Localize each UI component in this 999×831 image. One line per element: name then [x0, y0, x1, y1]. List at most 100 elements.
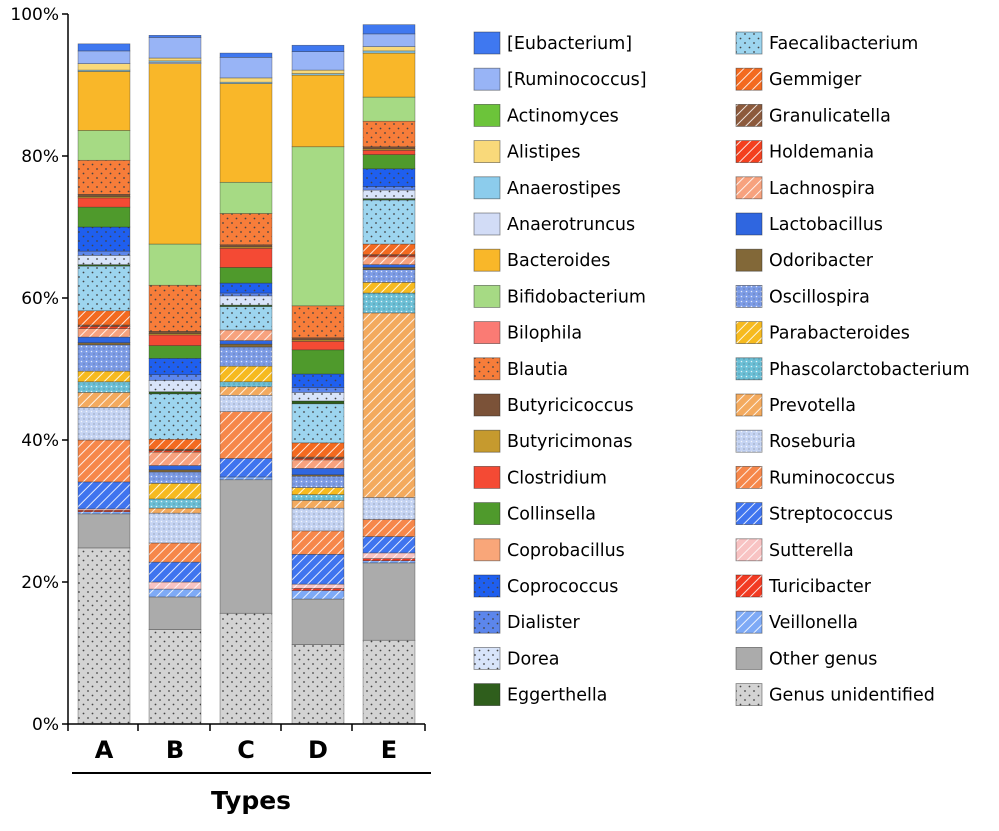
bar-segment-c-other-genus — [219, 479, 273, 614]
bar-segment-b-sutterella — [148, 581, 202, 590]
legend-item-genus-unidentified: Genus unidentified — [735, 683, 935, 706]
legend-swatch — [735, 538, 763, 562]
legend-swatch — [735, 465, 763, 489]
legend-label: [Ruminococcus] — [507, 70, 647, 90]
legend-label: Actinomyces — [507, 106, 619, 126]
bar-segment-c-lachnospira — [219, 329, 273, 341]
legend-swatch — [735, 502, 763, 526]
bar-segment-d-faecalibacterium — [291, 403, 345, 444]
bar-segment-a-collinsella — [77, 206, 131, 228]
x-axis-title: Types — [211, 786, 291, 815]
legend-item-actinomyces: Actinomyces — [473, 104, 619, 127]
legend-item-gemmiger: Gemmiger — [735, 67, 862, 91]
bar-segment-d-roseburia — [291, 507, 345, 532]
bar-segment-b-other-genus — [148, 596, 202, 630]
bar-segment-c-dorea — [219, 295, 273, 306]
legend-swatch — [473, 502, 501, 526]
bar-segment-c-alistipes — [219, 77, 273, 83]
legend-item-eggerthella: Eggerthella — [473, 683, 607, 706]
bar-segment-b-prevotella — [148, 507, 202, 514]
legend-item-anaerostipes: Anaerostipes — [473, 176, 621, 200]
bar-segment-e-oscillospira — [362, 269, 416, 283]
bar-segment-e-bifidobacterium — [362, 96, 416, 122]
legend-label: Anaerostipes — [507, 179, 621, 199]
bar-segment-d-bifidobacterium — [291, 146, 345, 307]
legend-label: Bifidobacterium — [507, 287, 646, 307]
legend-item-odoribacter: Odoribacter — [735, 248, 874, 272]
legend-label: Butyricicoccus — [507, 396, 634, 416]
bar-segment-a-streptococcus — [77, 481, 131, 510]
y-tick-label: 0% — [32, 715, 59, 735]
bar-segment-a-blautia — [77, 159, 131, 195]
bar-segment-d-genus-unidentified — [291, 644, 345, 725]
legend-label: Dorea — [507, 649, 559, 669]
bar-segment-e-collinsella — [362, 154, 416, 170]
legend-label: Holdemania — [769, 143, 874, 163]
legend-swatch — [473, 610, 501, 634]
bar-segment-d-collinsella — [291, 349, 345, 375]
legend-swatch — [735, 31, 763, 55]
bar-segment-e-phascolarctobacterium — [362, 292, 416, 314]
bar-segment-d-eubacterium — [291, 44, 345, 52]
bar-segment-a-other-genus — [77, 513, 131, 549]
axes-layer: Types — [67, 14, 431, 815]
legend-label: Other genus — [769, 649, 877, 669]
bar-segment-d-blautia — [291, 305, 345, 339]
legend-swatch — [473, 176, 501, 200]
legend-item-butyricicoccus: Butyricicoccus — [473, 393, 634, 417]
bar-segment-a-faecalibacterium — [77, 265, 131, 312]
x-category-label-e: E — [381, 736, 397, 764]
x-category-label-b: B — [166, 736, 184, 764]
bar-segment-d-prevotella — [291, 500, 345, 509]
bar-segment-e-dialister — [362, 186, 416, 191]
legend: [Eubacterium] [Ruminococcus] Actinomyces Al… — [473, 31, 970, 706]
legend-item-butyricimonas: Butyricimonas — [473, 429, 633, 453]
legend-item-parabacteroides: Parabacteroides — [735, 321, 910, 345]
bar-segment-d-bacteroides — [291, 74, 345, 148]
legend-swatch — [735, 647, 763, 670]
legend-item-anaerotruncus: Anaerotruncus — [473, 212, 635, 236]
bar-segment-c-clostridium — [219, 248, 273, 268]
legend-swatch — [735, 176, 763, 200]
legend-swatch — [473, 574, 501, 598]
bar-segment-c-butyricicoccus — [219, 244, 273, 248]
bar-segment-c-blautia — [219, 213, 273, 246]
bar-segment-b-parabacteroides — [148, 483, 202, 500]
legend-swatch — [473, 31, 501, 55]
legend-label: Oscillospira — [769, 287, 870, 307]
bar-segment-a-oscillospira — [77, 344, 131, 372]
bars-layer — [77, 24, 416, 725]
legend-label: Parabacteroides — [769, 324, 910, 344]
legend-label: Bacteroides — [507, 251, 610, 271]
legend-swatch — [735, 357, 763, 381]
bar-segment-c-odoribacter — [219, 343, 273, 348]
bar-segment-b-bifidobacterium — [148, 243, 202, 286]
legend-swatch — [473, 429, 501, 453]
bar-segment-c-dialister — [219, 292, 273, 297]
bar-segment-a-bacteroides — [77, 71, 131, 131]
legend-label: Bilophila — [507, 324, 582, 344]
bar-segment-b-clostridium — [148, 334, 202, 346]
bar-segment-c-bifidobacterium — [219, 181, 273, 214]
legend-label: Ruminococcus — [769, 468, 895, 488]
bar-segment-e-eubacterium — [362, 24, 416, 35]
legend-item-roseburia: Roseburia — [735, 429, 856, 453]
bar-segment-e-turicibacter — [362, 558, 416, 562]
legend-label: Lactobacillus — [769, 215, 883, 235]
bar-segment-e-coprococcus — [362, 168, 416, 187]
legend-item-ruminococcus: [Ruminococcus] — [473, 67, 647, 91]
legend-swatch — [473, 140, 501, 164]
bar-segment-c-prevotella — [219, 386, 273, 396]
y-ticks: 0% 20% 40% 60% 80% 100% — [10, 5, 68, 735]
bar-segment-b-butyricicoccus — [148, 331, 202, 334]
legend-item-bilophila: Bilophila — [473, 321, 582, 345]
bar-segment-a-alistipes — [77, 63, 131, 71]
legend-label: Veillonella — [769, 613, 858, 633]
y-tick-label: 60% — [21, 289, 59, 309]
bar-segment-c-parabacteroides — [219, 365, 273, 383]
legend-swatch — [735, 67, 763, 91]
bar-segment-a-parabacteroides — [77, 370, 131, 383]
legend-label: Anaerotruncus — [507, 215, 635, 235]
legend-label: Faecalibacterium — [769, 34, 918, 54]
